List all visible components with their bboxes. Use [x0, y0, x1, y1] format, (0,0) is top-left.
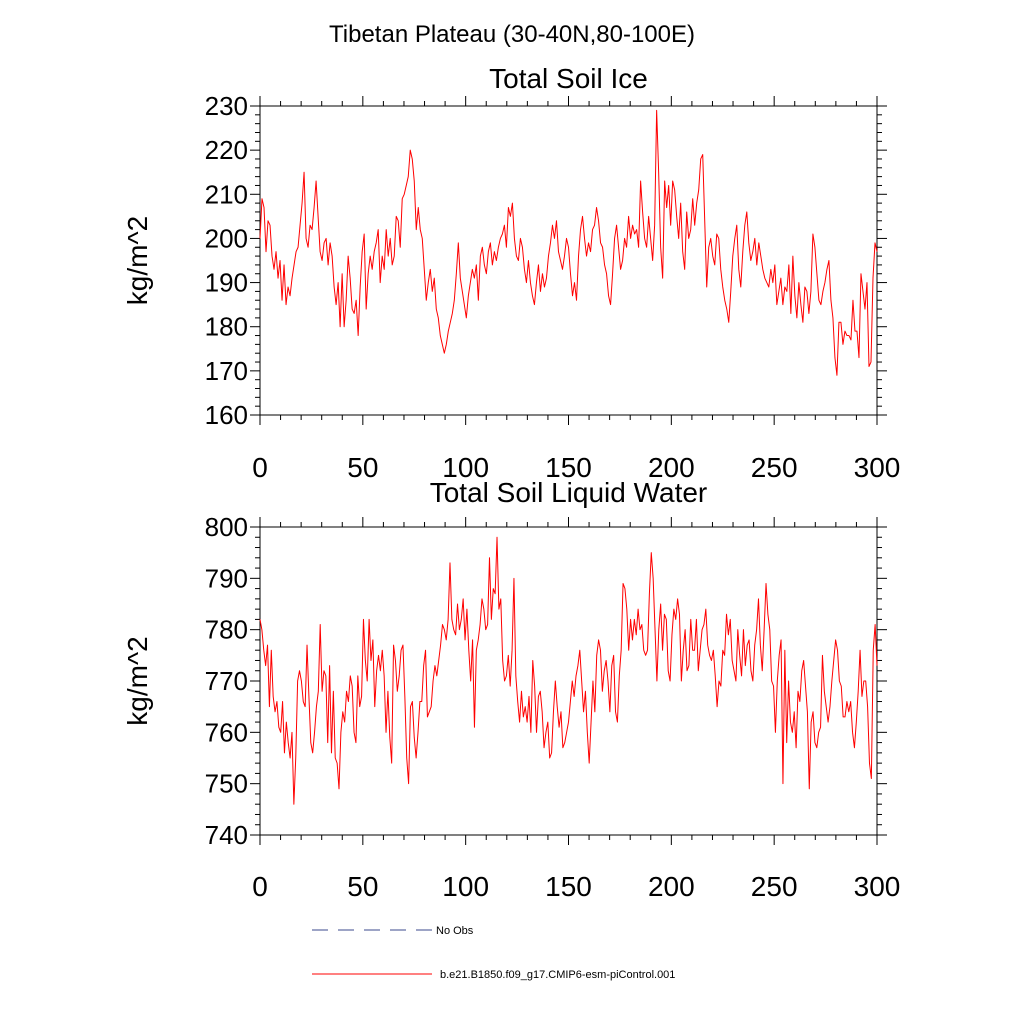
- x-tick-label: 250: [751, 452, 798, 483]
- x-tick-label: 300: [854, 452, 901, 483]
- x-tick-label: 150: [545, 871, 592, 902]
- series-line-total-soil-liquid-water: [259, 536, 878, 805]
- legend: No Obs b.e21.B1850.f09_g17.CMIP6-esm-piC…: [312, 925, 675, 981]
- panel-total-soil-ice: Total Soil Ice kg/m^2 160 170 180 190 200 210 22…: [122, 63, 900, 483]
- y-tick-label: 760: [205, 717, 248, 747]
- y-tick-label: 230: [205, 91, 248, 121]
- chart-title: Total Soil Liquid Water: [430, 477, 708, 508]
- y-axis-label: kg/m^2: [122, 636, 153, 725]
- x-tick-label: 0: [252, 452, 268, 483]
- series-line-total-soil-ice: [259, 109, 878, 376]
- x-tick-label: 300: [854, 871, 901, 902]
- y-tick-label: 800: [205, 512, 248, 542]
- legend-model-label: b.e21.B1850.f09_g17.CMIP6-esm-piControl.…: [440, 969, 675, 981]
- chart-title: Total Soil Ice: [489, 63, 648, 94]
- x-tick-label: 250: [751, 871, 798, 902]
- y-tick-label: 740: [205, 820, 248, 850]
- plot-frame: [259, 105, 878, 416]
- y-tick-label: 790: [205, 563, 248, 593]
- x-tick-label: 50: [347, 452, 378, 483]
- figure-title: Tibetan Plateau (30-40N,80-100E): [329, 21, 695, 48]
- y-tick-label: 180: [205, 312, 248, 342]
- x-tick-label: 100: [442, 871, 489, 902]
- x-tick-label: 200: [648, 452, 695, 483]
- panel-total-soil-liquid-water: Total Soil Liquid Water kg/m^2 740 750 760 77…: [122, 477, 900, 902]
- x-tick-label: 50: [347, 871, 378, 902]
- y-tick-label: 780: [205, 615, 248, 645]
- y-tick-label: 160: [205, 400, 248, 430]
- y-tick-label: 750: [205, 769, 248, 799]
- x-tick-label: 200: [648, 871, 695, 902]
- y-tick-label: 770: [205, 666, 248, 696]
- legend-no-obs-label: No Obs: [436, 925, 474, 937]
- x-tick-label: 150: [545, 452, 592, 483]
- y-tick-label: 190: [205, 268, 248, 298]
- x-tick-label: 0: [252, 871, 268, 902]
- y-tick-label: 200: [205, 223, 248, 253]
- x-tick-label: 100: [442, 452, 489, 483]
- y-axis-label: kg/m^2: [122, 216, 153, 305]
- y-tick-label: 210: [205, 179, 248, 209]
- y-tick-label: 170: [205, 356, 248, 386]
- y-tick-label: 220: [205, 135, 248, 165]
